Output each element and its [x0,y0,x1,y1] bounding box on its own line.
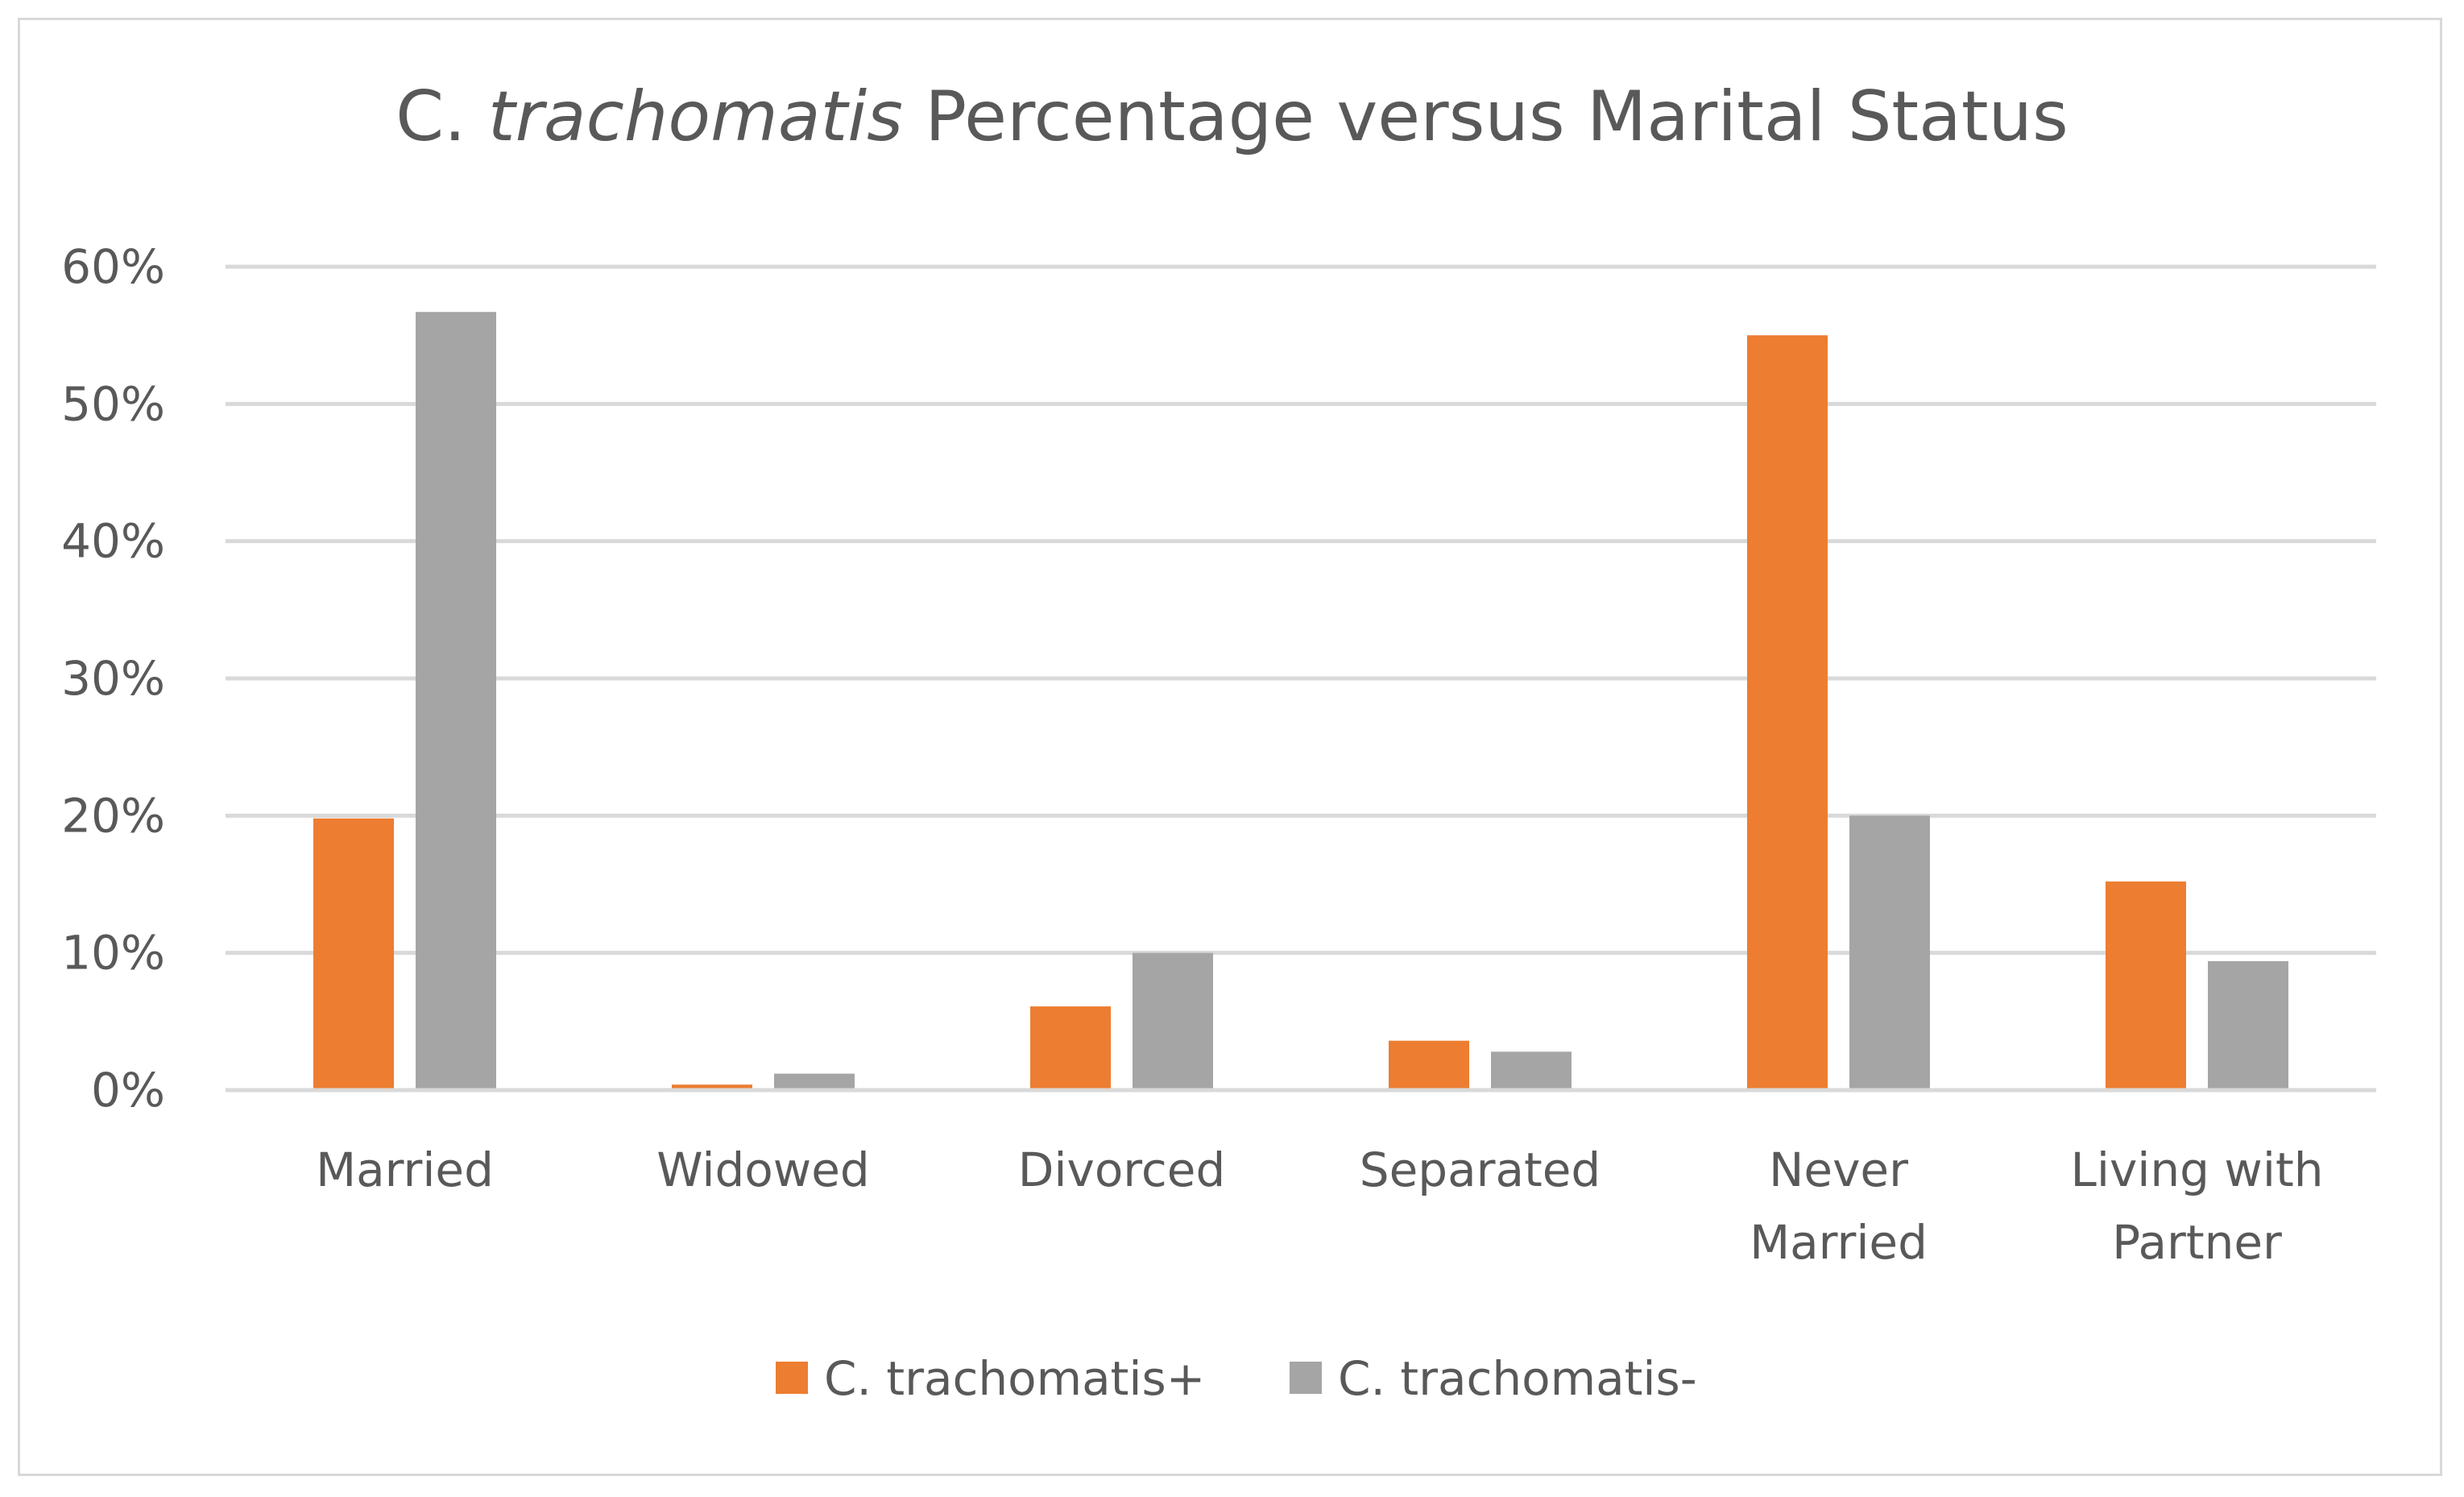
bar-negative [1849,815,1930,1090]
x-category-label: Separated [1360,1142,1601,1197]
bar-positive [1389,1040,1469,1090]
x-category-label: Divorced [1018,1142,1226,1197]
chart-title-italic: trachomatis [487,77,903,157]
y-tick-label: 40% [61,514,165,569]
chart-title-prefix: C. [395,77,488,157]
y-tick-label: 10% [61,926,165,981]
y-tick-label: 60% [61,239,165,294]
x-category-label: Living with Partner [2071,1142,2324,1270]
chart-title: C. trachomatis Percentage versus Marital… [0,77,2464,157]
y-tick-label: 20% [61,788,165,843]
chart-title-suffix: Percentage versus Marital Status [902,77,2069,157]
legend-label: C. trachomatis+ [824,1351,1205,1406]
gridlines [226,264,2376,956]
y-tick-label: 50% [61,376,165,431]
legend: C. trachomatis+ C. trachomatis- [776,1351,1697,1406]
bar-negative [2208,960,2288,1090]
bar-positive [1747,335,1828,1091]
bar-negative [774,1073,855,1090]
bar-positive [672,1084,752,1090]
bar-negative [416,312,496,1091]
bar-positive [313,818,394,1090]
legend-swatch [1290,1362,1322,1394]
y-tick-label: 30% [61,651,165,706]
legend-label: C. trachomatis- [1338,1351,1697,1406]
legend-swatch [776,1362,808,1394]
y-axis-ticks: 0% 10% 20% 30% 40% 50% 60% [61,239,165,1118]
bar-positive [1030,1006,1111,1090]
y-tick-label: 0% [91,1063,165,1118]
x-category-label: Never Married [1750,1142,1928,1270]
x-axis-categories: Married Widowed Divorced Separated Never Marr… [316,1142,2323,1270]
bars [313,312,2288,1091]
x-category-label: Widowed [656,1142,869,1197]
x-category-label: Married [316,1142,494,1197]
bar-negative [1491,1051,1572,1090]
bar-positive [2106,881,2186,1090]
bar-negative [1133,952,1213,1090]
